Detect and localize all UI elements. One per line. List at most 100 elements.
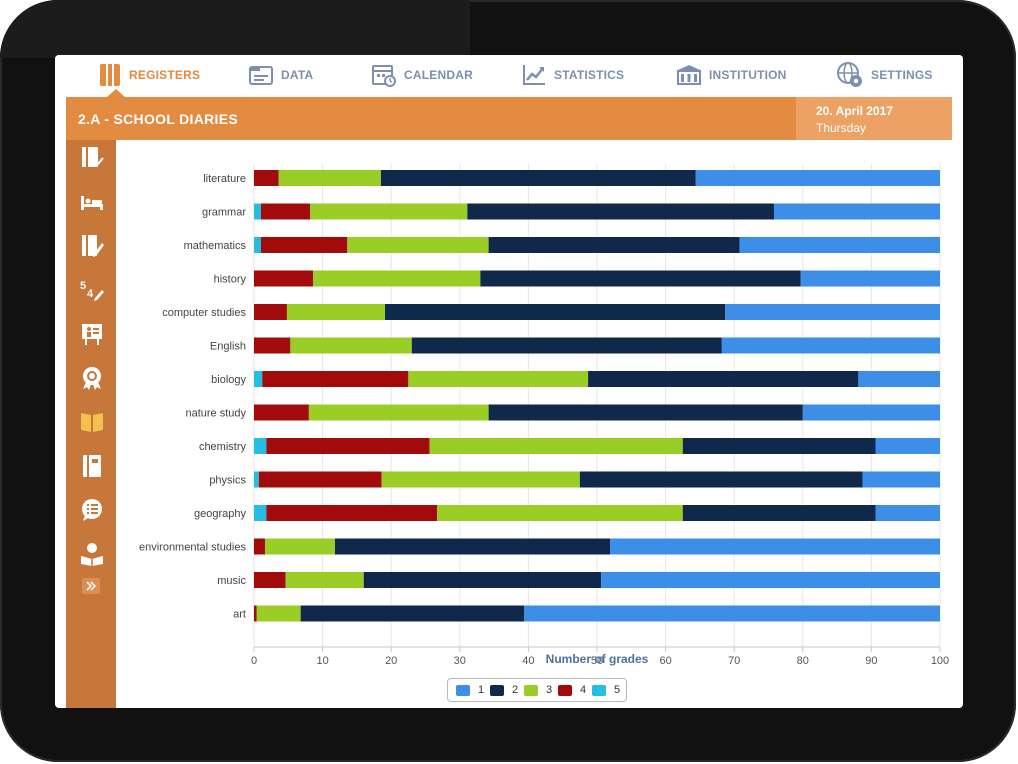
top-navigation: REGISTERS DATA CALENDAR STATISTICS INSTI…	[55, 55, 963, 97]
legend-item-2[interactable]: 2	[490, 682, 518, 698]
bar-segment-grade-3[interactable]	[381, 471, 580, 488]
bar-segment-grade-3[interactable]	[310, 203, 468, 220]
bar-segment-grade-3[interactable]	[278, 170, 381, 186]
nav-institution[interactable]: INSTITUTION	[677, 61, 787, 89]
bar-segment-grade-3[interactable]	[437, 505, 683, 521]
legend-label-5: 5	[614, 684, 621, 696]
bar-segment-grade-2[interactable]	[579, 471, 863, 488]
bar-segment-grade-1[interactable]	[773, 203, 940, 220]
y-axis-label: music	[217, 575, 246, 587]
frame-shine	[0, 0, 470, 58]
legend-item-1[interactable]: 1	[456, 682, 484, 698]
bar-segment-grade-4[interactable]	[254, 538, 265, 555]
bar-segment-grade-4[interactable]	[266, 438, 430, 454]
bar-segment-grade-2[interactable]	[334, 538, 611, 555]
y-axis-label: computer studies	[162, 307, 246, 319]
student-reading-icon[interactable]	[80, 542, 104, 566]
sidebar-expand-button[interactable]	[82, 578, 100, 594]
legend-item-4[interactable]: 4	[558, 682, 586, 698]
diary-chart-icon[interactable]	[80, 146, 104, 170]
chat-bubble-icon[interactable]	[80, 498, 104, 522]
calendar-icon	[372, 65, 396, 87]
nav-registers[interactable]: REGISTERS	[99, 61, 200, 89]
bar-segment-grade-3[interactable]	[408, 371, 589, 387]
bar-segment-grade-1[interactable]	[800, 270, 940, 287]
legend-label-2: 2	[512, 684, 519, 696]
nav-calendar[interactable]: CALENDAR	[372, 61, 473, 89]
bar-segment-grade-3[interactable]	[285, 572, 364, 588]
bar-segment-grade-5[interactable]	[254, 371, 263, 387]
bar-segment-grade-2[interactable]	[385, 304, 726, 320]
open-book-icon[interactable]	[80, 410, 104, 434]
bar-segment-grade-1[interactable]	[875, 505, 940, 521]
bar-segment-grade-2[interactable]	[588, 371, 859, 387]
bar-segment-grade-3[interactable]	[290, 337, 412, 354]
bar-segment-grade-4[interactable]	[254, 304, 287, 320]
bar-segment-grade-3[interactable]	[429, 438, 683, 454]
bar-segment-grade-2[interactable]	[363, 572, 602, 588]
bar-segment-grade-4[interactable]	[254, 572, 286, 588]
bar-segment-grade-2[interactable]	[411, 337, 722, 354]
award-icon[interactable]	[80, 366, 104, 390]
bar-segment-grade-5[interactable]	[254, 471, 259, 488]
bar-segment-grade-2[interactable]	[682, 438, 876, 454]
presentation-icon[interactable]	[80, 322, 104, 346]
legend-swatch-2	[490, 684, 504, 696]
bar-segment-grade-4[interactable]	[254, 404, 309, 421]
bar-segment-grade-3[interactable]	[308, 404, 489, 421]
bar-segment-grade-1[interactable]	[862, 471, 940, 488]
x-tick-label: 50	[591, 655, 603, 667]
bar-segment-grade-5[interactable]	[254, 203, 261, 220]
diary-edit-icon[interactable]	[80, 234, 104, 258]
bar-segment-grade-3[interactable]	[312, 270, 481, 287]
bar-segment-grade-1[interactable]	[739, 237, 940, 253]
bar-segment-grade-2[interactable]	[467, 203, 774, 220]
bar-segment-grade-1[interactable]	[695, 170, 940, 186]
bar-segment-grade-4[interactable]	[262, 371, 409, 387]
bar-segment-grade-4[interactable]	[258, 471, 382, 488]
x-tick-label: 80	[797, 655, 809, 667]
bar-segment-grade-4[interactable]	[254, 270, 313, 287]
notebook-icon[interactable]	[80, 454, 104, 478]
nav-data[interactable]: DATA	[249, 61, 313, 89]
bar-segment-grade-2[interactable]	[488, 404, 803, 421]
bar-segment-grade-3[interactable]	[256, 605, 301, 622]
bar-segment-grade-2[interactable]	[380, 170, 696, 186]
legend-item-5[interactable]: 5	[592, 682, 620, 698]
bar-segment-grade-4[interactable]	[254, 337, 291, 354]
legend-item-3[interactable]: 3	[524, 682, 552, 698]
bar-segment-grade-1[interactable]	[802, 404, 940, 421]
bar-segment-grade-2[interactable]	[488, 237, 740, 253]
bar-segment-grade-3[interactable]	[264, 538, 335, 555]
bed-icon[interactable]	[80, 190, 104, 214]
x-tick-label: 60	[659, 655, 671, 667]
bar-segment-grade-5[interactable]	[254, 505, 267, 521]
active-tab-indicator	[107, 89, 125, 97]
bar-segment-grade-1[interactable]	[524, 605, 940, 622]
bar-segment-grade-3[interactable]	[347, 237, 489, 253]
bar-segment-grade-1[interactable]	[875, 438, 940, 454]
legend-swatch-5	[592, 684, 606, 696]
bar-segment-grade-4[interactable]	[254, 170, 279, 186]
bar-segment-grade-4[interactable]	[260, 203, 311, 220]
bar-segment-grade-4[interactable]	[266, 505, 438, 521]
bar-segment-grade-2[interactable]	[682, 505, 876, 521]
y-axis-label: literature	[203, 173, 246, 185]
nav-settings[interactable]: SETTINGS	[837, 61, 933, 89]
nav-statistics[interactable]: STATISTICS	[522, 61, 624, 89]
bar-segment-grade-4[interactable]	[254, 605, 257, 622]
bar-segment-grade-2[interactable]	[300, 605, 525, 622]
bar-segment-grade-4[interactable]	[260, 237, 348, 253]
bar-segment-grade-5[interactable]	[254, 237, 261, 253]
bar-segment-grade-5[interactable]	[254, 438, 267, 454]
bar-segment-grade-1[interactable]	[721, 337, 940, 354]
institution-icon	[677, 65, 701, 85]
bar-segment-grade-1[interactable]	[725, 304, 940, 320]
bar-segment-grade-1[interactable]	[610, 538, 940, 555]
grades-chart: literature grammar mathematics history compu…	[139, 164, 949, 667]
bar-segment-grade-2[interactable]	[480, 270, 801, 287]
bar-segment-grade-3[interactable]	[286, 304, 386, 320]
bar-segment-grade-1[interactable]	[858, 371, 940, 387]
bar-segment-grade-1[interactable]	[601, 572, 940, 588]
